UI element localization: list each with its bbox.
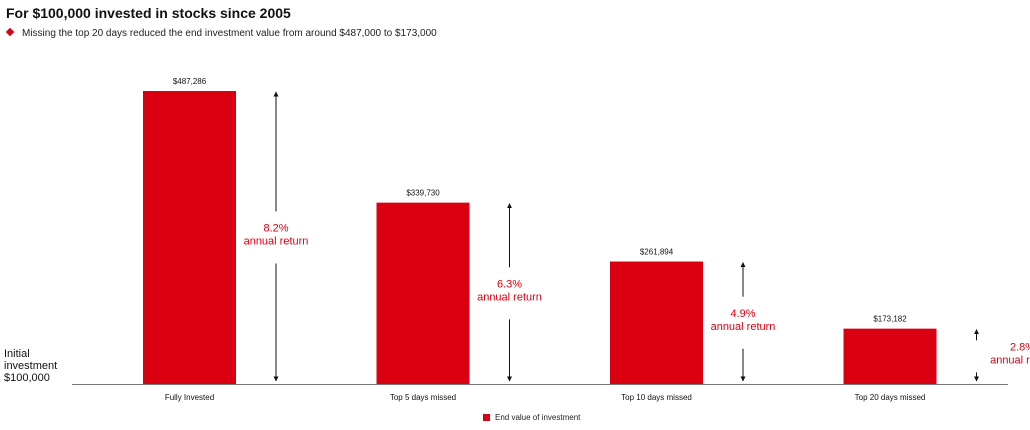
annual-return-label-fully-invested: annual return: [244, 236, 309, 248]
legend-swatch: [483, 414, 490, 421]
annual-return-value-top-5-days-missed: 6.3%: [497, 278, 522, 290]
bar-top-10-days-missed: [610, 261, 703, 384]
data-label-top-10-days-missed: $261,894: [640, 248, 674, 257]
legend-label: End value of investment: [495, 413, 581, 422]
legend: End value of investment: [483, 413, 580, 422]
initial-investment-note: Initial investment $100,000: [4, 348, 57, 384]
key-point-text: Missing the top 20 days reduced the end …: [22, 28, 437, 39]
tick-label-top-10-days-missed: Top 10 days missed: [621, 393, 692, 402]
initial-investment-line-3: $100,000: [4, 372, 50, 384]
tick-label-top-20-days-missed: Top 20 days missed: [855, 393, 926, 402]
bar-fully-invested: [143, 91, 236, 384]
annual-return-label-top-10-days-missed: annual return: [711, 321, 776, 333]
initial-investment-line-2: investment: [4, 360, 58, 372]
data-label-fully-invested: $487,286: [173, 77, 207, 86]
bar-top-5-days-missed: [376, 202, 470, 384]
data-label-top-20-days-missed: $173,182: [873, 315, 907, 324]
chart-title: For $100,000 invested in stocks since 20…: [6, 5, 291, 21]
tick-label-top-5-days-missed: Top 5 days missed: [390, 393, 456, 402]
tick-label-fully-invested: Fully Invested: [165, 393, 214, 402]
initial-investment-line-1: Initial: [4, 348, 30, 360]
key-point: Missing the top 20 days reduced the end …: [5, 27, 437, 39]
annual-return-value-top-20-days-missed: 2.8%: [1010, 341, 1030, 353]
annual-return-label-top-20-days-missed: annual return: [990, 354, 1030, 366]
bar-top-20-days-missed: [843, 328, 937, 384]
annual-return-value-top-10-days-missed: 4.9%: [730, 308, 755, 320]
data-label-top-5-days-missed: $339,730: [406, 189, 440, 198]
annual-return-label-top-5-days-missed: annual return: [477, 291, 542, 303]
annual-return-value-fully-invested: 8.2%: [263, 223, 288, 235]
